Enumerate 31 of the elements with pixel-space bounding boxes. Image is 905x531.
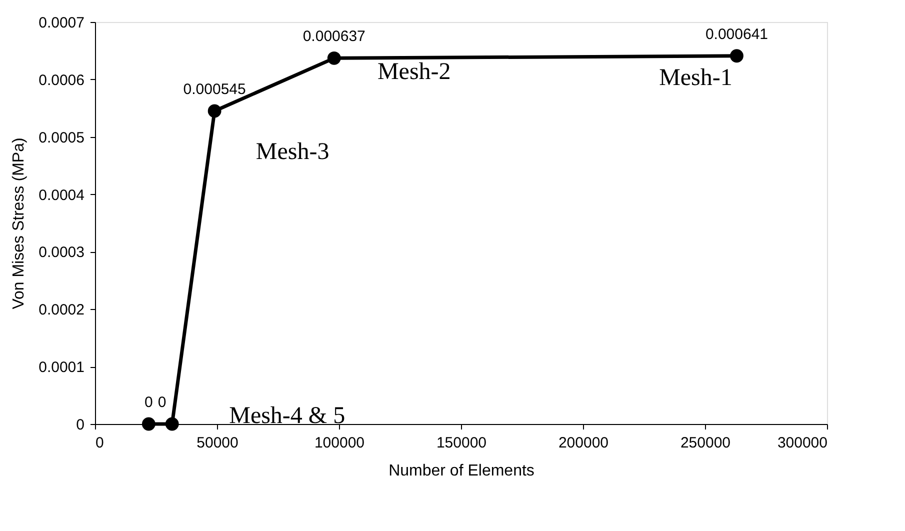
y-tick-label: 0.0007 <box>38 14 84 32</box>
x-tick-label: 150000 <box>436 434 487 452</box>
x-tick-label: 250000 <box>680 434 731 452</box>
data-label: 0 <box>144 394 153 411</box>
annotation: Mesh-1 <box>659 64 732 91</box>
annotation: Mesh-4 & 5 <box>229 403 346 429</box>
x-tick-label: 300000 <box>777 434 828 452</box>
x-axis-title: Number of Elements <box>388 462 534 480</box>
x-tick-label: 100000 <box>314 434 365 452</box>
y-tick-label: 0.0005 <box>38 129 84 146</box>
data-label: 0.000637 <box>302 28 366 46</box>
y-tick-label: 0.0004 <box>38 186 84 204</box>
point <box>730 49 744 63</box>
data-label: 0.000545 <box>183 81 246 98</box>
data-label: 0.000641 <box>705 26 768 43</box>
x-tick-label: 50000 <box>196 434 238 452</box>
data-label: 0 <box>158 394 166 411</box>
point <box>165 417 179 431</box>
annotation: Mesh-3 <box>256 139 330 166</box>
y-tick-label: 0.0003 <box>38 244 84 262</box>
annotation: Mesh-2 <box>377 59 451 86</box>
y-tick-label: 0.0006 <box>38 72 84 89</box>
point <box>208 104 222 118</box>
y-tick-label: 0.0002 <box>38 302 84 319</box>
y-axis-title: Von Mises Stress (MPa) <box>10 138 28 310</box>
y-tick-label: 0.0001 <box>38 359 84 376</box>
x-tick-label: 0 <box>96 434 104 452</box>
y-tick-label: 0 <box>76 416 84 434</box>
x-tick-label: 200000 <box>558 434 609 452</box>
point <box>142 417 156 431</box>
point <box>327 51 341 65</box>
